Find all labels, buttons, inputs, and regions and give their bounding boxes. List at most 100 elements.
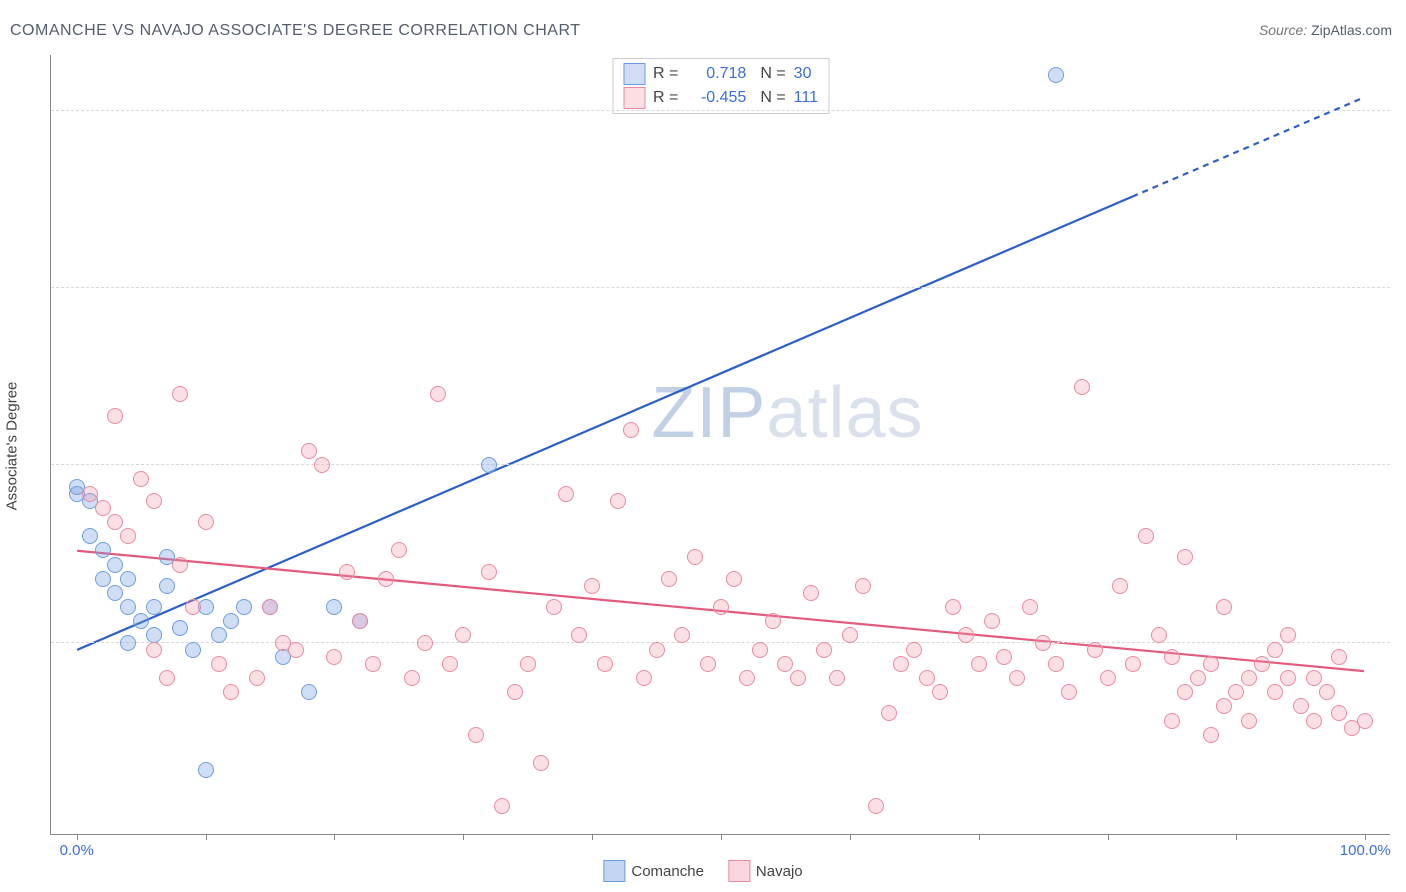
- data-point: [107, 585, 123, 601]
- data-point: [146, 493, 162, 509]
- legend-item-comanche: Comanche: [603, 860, 704, 882]
- data-point: [1164, 713, 1180, 729]
- data-point: [301, 684, 317, 700]
- data-point: [1177, 549, 1193, 565]
- x-tick-label: 100.0%: [1340, 842, 1391, 859]
- gridline: [51, 642, 1390, 643]
- x-tick-label: 0.0%: [60, 842, 94, 859]
- data-point: [339, 564, 355, 580]
- data-point: [82, 486, 98, 502]
- data-point: [1100, 670, 1116, 686]
- data-point: [314, 457, 330, 473]
- data-point: [236, 599, 252, 615]
- x-tick-mark: [721, 834, 722, 840]
- data-point: [1267, 684, 1283, 700]
- data-point: [1357, 713, 1373, 729]
- data-point: [391, 542, 407, 558]
- data-point: [765, 613, 781, 629]
- data-point: [198, 762, 214, 778]
- x-tick-mark: [1108, 834, 1109, 840]
- y-tick-label: 50.0%: [1398, 440, 1406, 457]
- data-point: [1009, 670, 1025, 686]
- chart-container: COMANCHE VS NAVAJO ASSOCIATE'S DEGREE CO…: [0, 0, 1406, 892]
- n-label: N =: [760, 89, 785, 107]
- data-point: [739, 670, 755, 686]
- data-point: [223, 684, 239, 700]
- data-point: [1216, 599, 1232, 615]
- legend-item-navajo: Navajo: [728, 860, 803, 882]
- data-point: [1306, 713, 1322, 729]
- data-point: [95, 571, 111, 587]
- data-point: [430, 386, 446, 402]
- data-point: [95, 500, 111, 516]
- data-point: [906, 642, 922, 658]
- data-point: [1203, 727, 1219, 743]
- data-point: [481, 457, 497, 473]
- gridline: [51, 287, 1390, 288]
- swatch-comanche: [603, 860, 625, 882]
- r-label: R =: [653, 65, 678, 83]
- data-point: [1138, 528, 1154, 544]
- data-point: [996, 649, 1012, 665]
- y-tick-label: 25.0%: [1398, 617, 1406, 634]
- data-point: [1216, 698, 1232, 714]
- legend-label-comanche: Comanche: [631, 863, 704, 880]
- data-point: [1331, 705, 1347, 721]
- y-tick-label: 100.0%: [1398, 85, 1406, 102]
- data-point: [223, 613, 239, 629]
- watermark-part-b: atlas: [766, 373, 923, 453]
- data-point: [842, 627, 858, 643]
- data-point: [494, 798, 510, 814]
- data-point: [945, 599, 961, 615]
- data-point: [868, 798, 884, 814]
- swatch-navajo: [623, 87, 645, 109]
- data-point: [958, 627, 974, 643]
- y-tick-label: 75.0%: [1398, 263, 1406, 280]
- data-point: [146, 599, 162, 615]
- n-value-navajo: 111: [794, 89, 818, 107]
- data-point: [1241, 713, 1257, 729]
- x-tick-mark: [77, 834, 78, 840]
- watermark-part-a: ZIP: [651, 373, 766, 453]
- data-point: [919, 670, 935, 686]
- data-point: [829, 670, 845, 686]
- correlation-legend: R = 0.718 N = 30 R = -0.455 N = 111: [612, 58, 829, 114]
- x-tick-mark: [592, 834, 593, 840]
- data-point: [700, 656, 716, 672]
- data-point: [1087, 642, 1103, 658]
- n-label: N =: [760, 65, 785, 83]
- data-point: [120, 635, 136, 651]
- series-legend: Comanche Navajo: [603, 860, 802, 882]
- data-point: [172, 557, 188, 573]
- x-tick-mark: [850, 834, 851, 840]
- data-point: [107, 557, 123, 573]
- correlation-row-comanche: R = 0.718 N = 30: [623, 63, 818, 85]
- data-point: [326, 599, 342, 615]
- data-point: [713, 599, 729, 615]
- data-point: [146, 642, 162, 658]
- data-point: [455, 627, 471, 643]
- data-point: [352, 613, 368, 629]
- data-point: [365, 656, 381, 672]
- data-point: [120, 599, 136, 615]
- data-point: [1331, 649, 1347, 665]
- data-point: [1190, 670, 1206, 686]
- data-point: [301, 443, 317, 459]
- data-point: [636, 670, 652, 686]
- data-point: [120, 571, 136, 587]
- legend-label-navajo: Navajo: [756, 863, 803, 880]
- data-point: [1035, 635, 1051, 651]
- data-point: [558, 486, 574, 502]
- data-point: [1125, 656, 1141, 672]
- data-point: [520, 656, 536, 672]
- data-point: [1061, 684, 1077, 700]
- source-label: Source:: [1259, 22, 1307, 38]
- data-point: [1074, 379, 1090, 395]
- plot-area: ZIPatlas R = 0.718 N = 30 R = -0.455 N =…: [50, 55, 1390, 835]
- data-point: [1048, 656, 1064, 672]
- x-tick-mark: [206, 834, 207, 840]
- r-value-navajo: -0.455: [686, 89, 746, 107]
- data-point: [855, 578, 871, 594]
- data-point: [159, 670, 175, 686]
- data-point: [752, 642, 768, 658]
